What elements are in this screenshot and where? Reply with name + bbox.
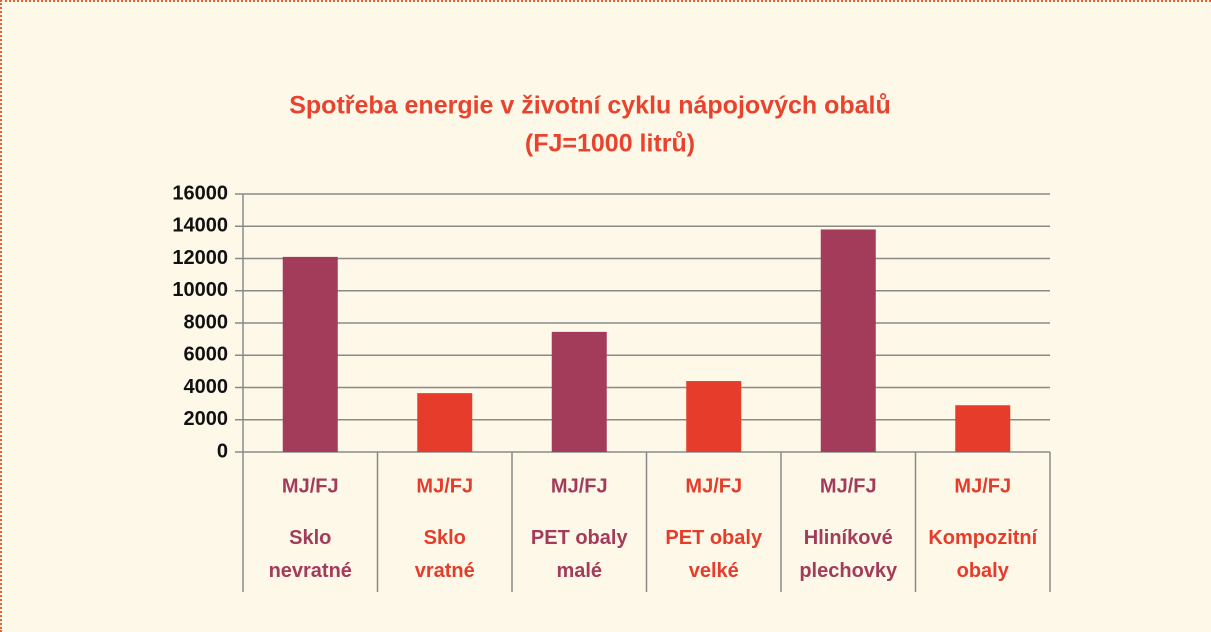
x-tick-label: PET obaly malé: [531, 527, 629, 582]
y-tick-label: 16000: [172, 182, 228, 204]
category-sublabel: MJ/FJ: [820, 475, 877, 497]
bar: [955, 405, 1011, 452]
x-tick-label: PET obaly velké: [665, 527, 763, 582]
y-tick-label: 10000: [172, 279, 228, 301]
x-tick-label: Hliníkové plechovky: [799, 527, 898, 582]
y-tick-label: 8000: [184, 311, 229, 333]
category-sublabel: MJ/FJ: [551, 475, 608, 497]
chart-title: (FJ=1000 litrů): [525, 130, 695, 158]
bar: [417, 393, 473, 452]
x-tick-label: Sklo vratné: [415, 527, 475, 582]
y-tick-label: 12000: [172, 247, 228, 269]
y-tick-label: 2000: [184, 408, 229, 430]
category-sublabel: MJ/FJ: [416, 475, 473, 497]
x-tick-label: Sklo nevratné: [269, 527, 352, 582]
y-tick-label: 14000: [172, 215, 228, 237]
category-sublabel: MJ/FJ: [282, 475, 339, 497]
bar: [686, 381, 742, 452]
bar: [820, 229, 876, 452]
bar: [282, 256, 338, 452]
category-sublabel: MJ/FJ: [685, 475, 742, 497]
y-tick-label: 6000: [184, 344, 229, 366]
chart-title: Spotřeba energie v životní cyklu nápojov…: [289, 92, 891, 120]
category-sublabel: MJ/FJ: [954, 475, 1011, 497]
bar: [551, 331, 607, 452]
x-tick-label: Kompozitní obaly: [928, 527, 1038, 582]
y-tick-label: 0: [217, 440, 228, 462]
y-tick-label: 4000: [184, 376, 229, 398]
